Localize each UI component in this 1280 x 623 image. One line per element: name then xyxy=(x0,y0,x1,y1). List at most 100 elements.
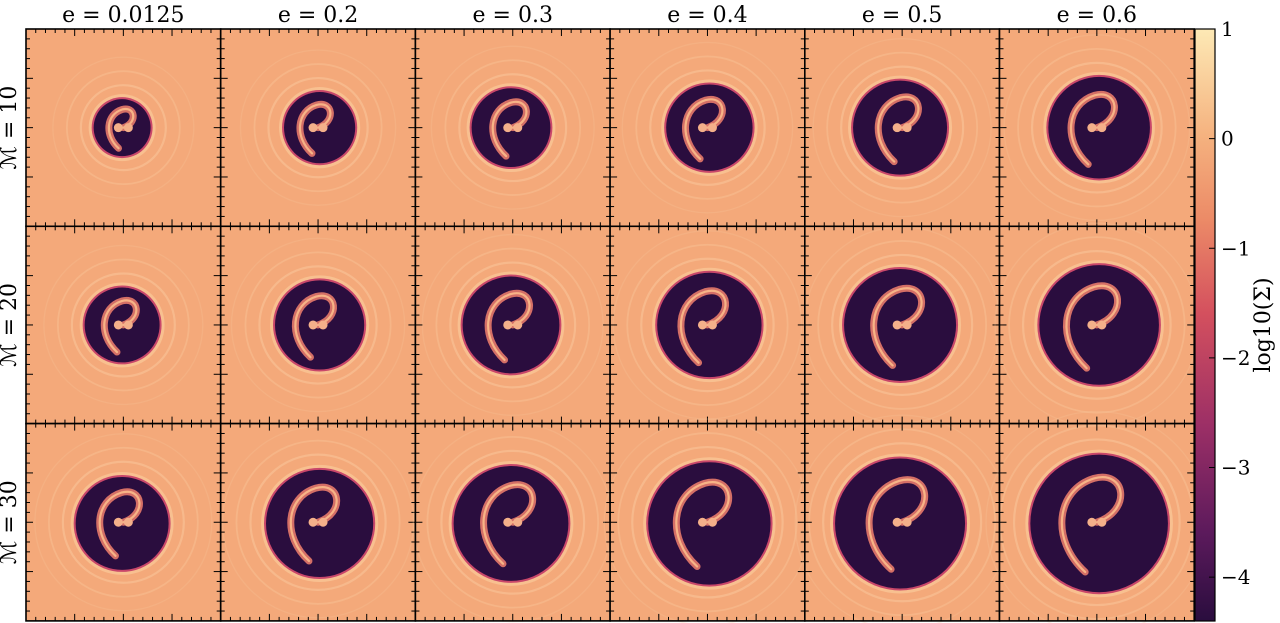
binary-star xyxy=(1097,517,1107,527)
density-ring xyxy=(61,460,185,584)
density-ring xyxy=(621,41,794,214)
density-ring xyxy=(635,55,780,200)
density-ring xyxy=(430,45,595,210)
binary-star xyxy=(308,123,318,133)
density-ring xyxy=(1008,236,1186,414)
density-ring xyxy=(267,76,369,179)
panel-r1-c3 xyxy=(609,225,806,425)
panel-r1-c1 xyxy=(219,225,417,425)
column-title-5: e = 0.6 xyxy=(1057,3,1137,28)
panel-r2-c5 xyxy=(985,410,1209,623)
density-ring xyxy=(1030,61,1163,194)
panel-r0-c4 xyxy=(803,28,1001,228)
binary-star xyxy=(123,320,133,330)
density-ring xyxy=(52,56,195,199)
spiral-arm-highlight xyxy=(877,95,920,163)
binary-star xyxy=(1087,517,1097,527)
binary-star xyxy=(113,320,123,330)
density-ring xyxy=(47,446,199,598)
density-ring xyxy=(244,251,392,399)
binary-star xyxy=(892,123,902,133)
spiral-arm-highlight xyxy=(684,98,724,160)
panel-r2-c2 xyxy=(412,422,613,623)
binary-star xyxy=(1097,320,1107,330)
density-ring xyxy=(426,435,600,609)
panel-r0-c5 xyxy=(998,28,1195,228)
density-ring xyxy=(435,247,591,403)
colorbar-label: log10(Σ) xyxy=(1251,277,1276,372)
colorbar-tick-label: −3 xyxy=(1221,456,1250,480)
density-ring xyxy=(626,243,789,407)
binary-star xyxy=(113,123,123,133)
density-ring xyxy=(239,49,397,206)
colorbar-tick-label: 1 xyxy=(1221,17,1234,41)
spiral-arm-highlight xyxy=(103,299,138,354)
panel-r1-c2 xyxy=(414,225,611,425)
panel-r0-c2 xyxy=(414,28,611,228)
spiral-arm-highlight xyxy=(98,490,141,557)
binary-star xyxy=(1087,320,1097,330)
binary-star xyxy=(503,123,513,133)
column-title-2: e = 0.3 xyxy=(473,3,553,28)
binary-star xyxy=(123,123,133,133)
column-title-3: e = 0.4 xyxy=(667,3,747,28)
row-label-2: ℳ = 30 xyxy=(0,480,22,564)
density-ring xyxy=(258,265,378,385)
density-ring xyxy=(840,65,965,190)
density-ring xyxy=(631,445,784,599)
density-ring xyxy=(43,244,204,406)
binary-star xyxy=(1087,123,1097,133)
density-ring xyxy=(65,70,181,186)
spiral-arm-highlight xyxy=(487,292,531,362)
density-ring xyxy=(649,69,766,186)
density-ring xyxy=(1012,438,1181,607)
panel-r2-c1 xyxy=(219,422,417,622)
colorbar-tick-label: 0 xyxy=(1221,127,1234,151)
panel-r0-c1 xyxy=(219,28,417,228)
spiral-arm-highlight xyxy=(298,103,332,155)
binary-star xyxy=(697,123,707,133)
binary-star xyxy=(1097,123,1107,133)
panel-r2-c3 xyxy=(603,418,812,623)
binary-star xyxy=(902,320,912,330)
density-ring xyxy=(230,237,406,413)
spiral-arm-highlight xyxy=(868,478,926,571)
colorbar-tick-label: −2 xyxy=(1221,346,1250,370)
binary-star xyxy=(503,320,513,330)
binary-star xyxy=(707,123,717,133)
density-ring xyxy=(1017,47,1177,208)
colorbar xyxy=(1194,28,1216,622)
binary-star xyxy=(902,517,912,527)
spiral-arm-highlight xyxy=(482,483,534,565)
spiral-arm-highlight xyxy=(872,287,923,367)
binary-star xyxy=(902,123,912,133)
density-ring xyxy=(817,240,988,410)
density-ring xyxy=(249,453,387,591)
spiral-arm-highlight xyxy=(1069,93,1116,166)
binary-star xyxy=(707,320,717,330)
binary-star xyxy=(308,320,318,330)
density-ring xyxy=(70,272,176,378)
density-ring xyxy=(1021,250,1172,400)
row-label-1: ℳ = 20 xyxy=(0,283,22,367)
panel-r1-c5 xyxy=(994,222,1200,428)
spiral-arm-highlight xyxy=(679,289,727,364)
density-ring xyxy=(235,439,401,605)
density-ring xyxy=(79,84,167,172)
binary-star xyxy=(318,517,328,527)
panel-r2-c0 xyxy=(25,422,222,622)
colorbar-tick-label: −4 xyxy=(1221,565,1250,589)
spiral-arm-highlight xyxy=(1065,284,1119,370)
spiral-arm-highlight xyxy=(675,481,730,568)
binary-star xyxy=(113,517,123,527)
binary-star xyxy=(513,320,523,330)
density-ring xyxy=(34,433,213,612)
panel-r2-c4 xyxy=(794,414,1010,623)
panel-r1-c4 xyxy=(803,225,1001,425)
density-ring xyxy=(449,261,577,389)
binary-star xyxy=(308,517,318,527)
column-title-4: e = 0.5 xyxy=(862,3,942,28)
density-ring xyxy=(822,442,983,603)
binary-star xyxy=(513,123,523,133)
